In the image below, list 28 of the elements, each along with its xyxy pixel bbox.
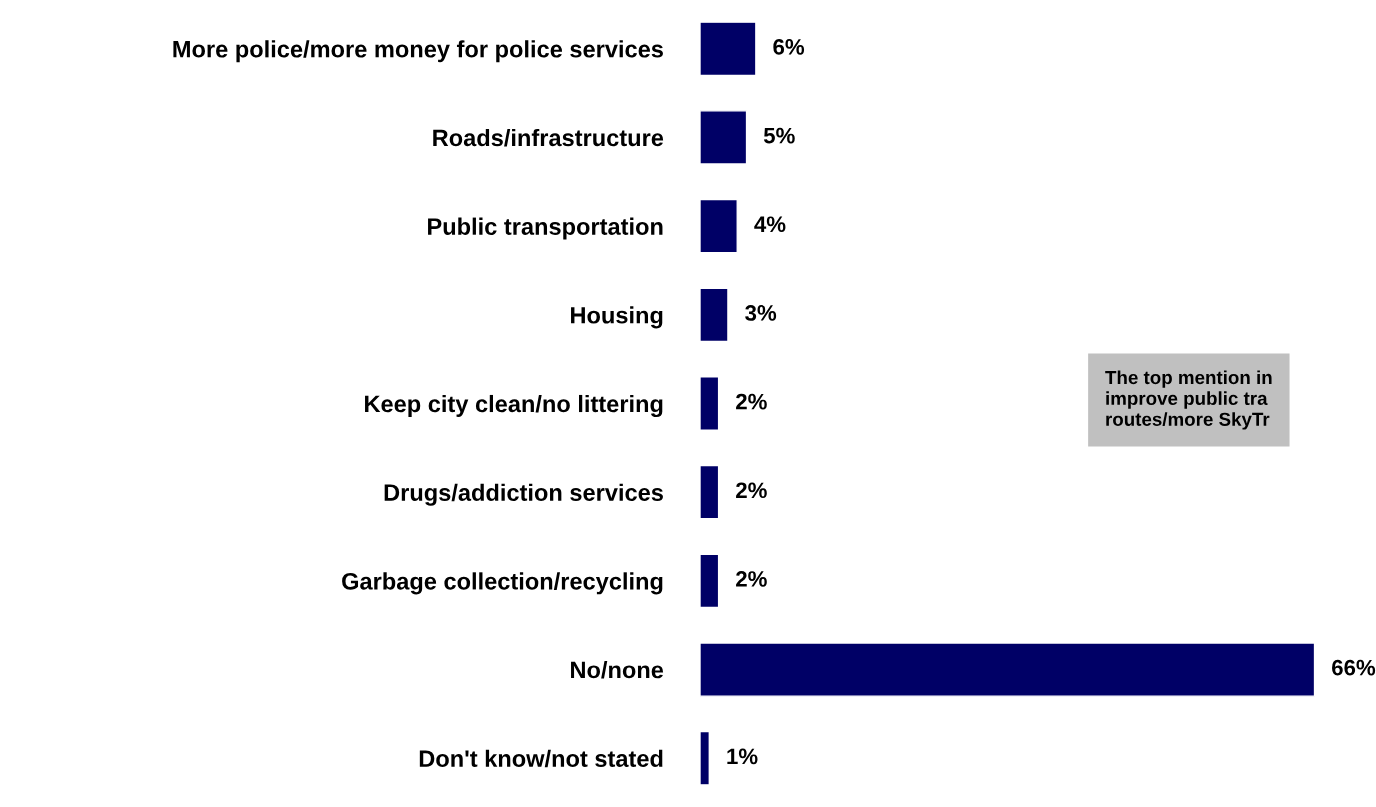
data-label: 2% (736, 482, 767, 499)
bar (700, 730, 711, 786)
bar (700, 110, 748, 165)
data-label: 1% (727, 748, 758, 765)
data-label: 5% (763, 127, 795, 144)
y-tick-label: More police/more money for police services (173, 40, 663, 63)
bar (700, 553, 720, 609)
bar (700, 198, 738, 254)
bar (700, 287, 729, 343)
bar (700, 376, 720, 431)
y-tick-label: Housing (571, 306, 663, 329)
data-label: 66% (1332, 659, 1376, 676)
data-label: 2% (736, 393, 767, 410)
data-label: 6% (773, 39, 805, 55)
y-tick-label: Garbage collection/recycling (342, 572, 663, 595)
bar (700, 642, 1316, 697)
y-tick-label: Roads/infrastructure (433, 128, 664, 147)
y-tick-label: Public transportation (428, 217, 663, 240)
bar (700, 21, 757, 77)
y-tick-label: Don't know/not stated (419, 749, 663, 768)
data-label: 3% (745, 305, 777, 321)
y-tick-label: Drugs/addiction services (384, 483, 663, 506)
bar (700, 464, 720, 520)
y-tick-label: No/none (571, 660, 664, 679)
annotation: The top mention in improve public tra routes/more SkyTr (1105, 370, 1272, 430)
y-tick-label: Keep city clean/no littering (365, 394, 663, 418)
data-label: 4% (754, 216, 786, 233)
data-label: 2% (736, 571, 767, 587)
